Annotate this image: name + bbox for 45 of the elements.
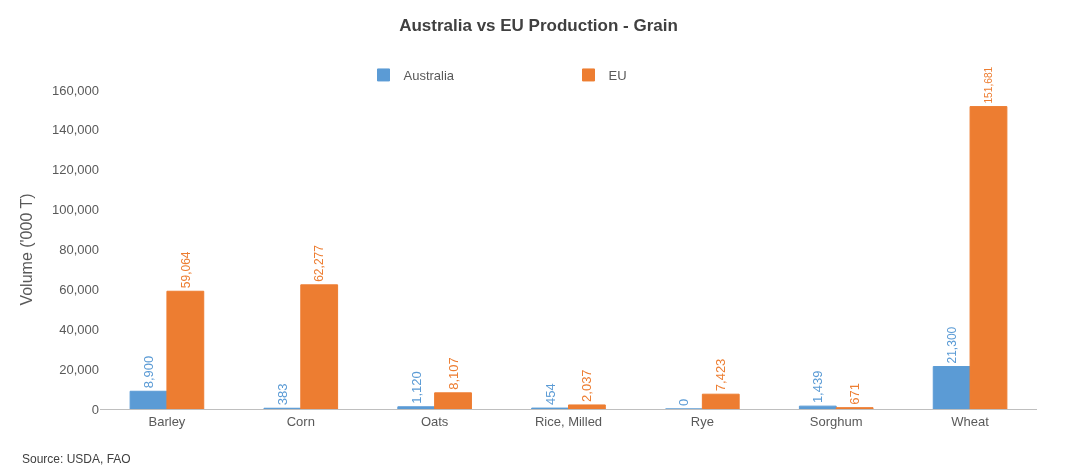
bar xyxy=(969,106,1008,409)
bar xyxy=(932,366,971,409)
bar xyxy=(568,404,606,409)
data-label: 2,037 xyxy=(579,369,595,402)
bar xyxy=(434,392,472,409)
y-tick-label: 140,000 xyxy=(52,122,99,138)
data-label: 1,120 xyxy=(408,371,424,404)
bar xyxy=(397,406,436,409)
legend-label: EU xyxy=(608,68,627,84)
data-label: 7,423 xyxy=(713,358,729,392)
data-label: 151,681 xyxy=(983,66,994,104)
data-label: 8,107 xyxy=(445,357,461,390)
y-tick-label: 40,000 xyxy=(59,321,99,337)
x-tick-label: Wheat xyxy=(951,413,990,429)
y-tick-label: 20,000 xyxy=(59,361,99,377)
data-label: 59,064 xyxy=(178,251,193,289)
bar xyxy=(798,405,837,409)
y-axis-title: Volume ('000 T) xyxy=(17,193,35,306)
bar xyxy=(129,390,168,409)
bar xyxy=(166,290,205,409)
data-label: 62,277 xyxy=(312,244,327,282)
data-label: 0 xyxy=(676,398,692,406)
y-tick-label: 160,000 xyxy=(52,82,99,98)
x-tick-label: Rye xyxy=(690,413,714,429)
data-label: 383 xyxy=(274,383,290,406)
bar xyxy=(701,393,740,409)
y-tick-label: 120,000 xyxy=(52,162,99,178)
legend-label: Australia xyxy=(403,68,455,84)
y-tick-label: 0 xyxy=(91,401,99,417)
chart-title: Australia vs EU Production - Grain xyxy=(399,15,678,35)
bar xyxy=(300,284,339,409)
x-tick-label: Sorghum xyxy=(809,413,863,429)
source-note: Source: USDA, FAO xyxy=(22,452,131,466)
data-label: 8,900 xyxy=(141,355,157,389)
data-label: 454 xyxy=(542,383,558,406)
y-tick-label: 80,000 xyxy=(59,242,99,258)
data-label: 21,300 xyxy=(944,326,959,364)
y-tick-label: 60,000 xyxy=(59,281,99,297)
y-tick-label: 100,000 xyxy=(52,202,99,218)
data-label: 671 xyxy=(847,382,863,405)
x-tick-label: Oats xyxy=(420,413,449,429)
data-label: 1,439 xyxy=(810,370,826,404)
x-tick-label: Rice, Milled xyxy=(534,413,603,429)
x-tick-label: Corn xyxy=(286,413,315,429)
x-tick-label: Barley xyxy=(148,413,186,429)
